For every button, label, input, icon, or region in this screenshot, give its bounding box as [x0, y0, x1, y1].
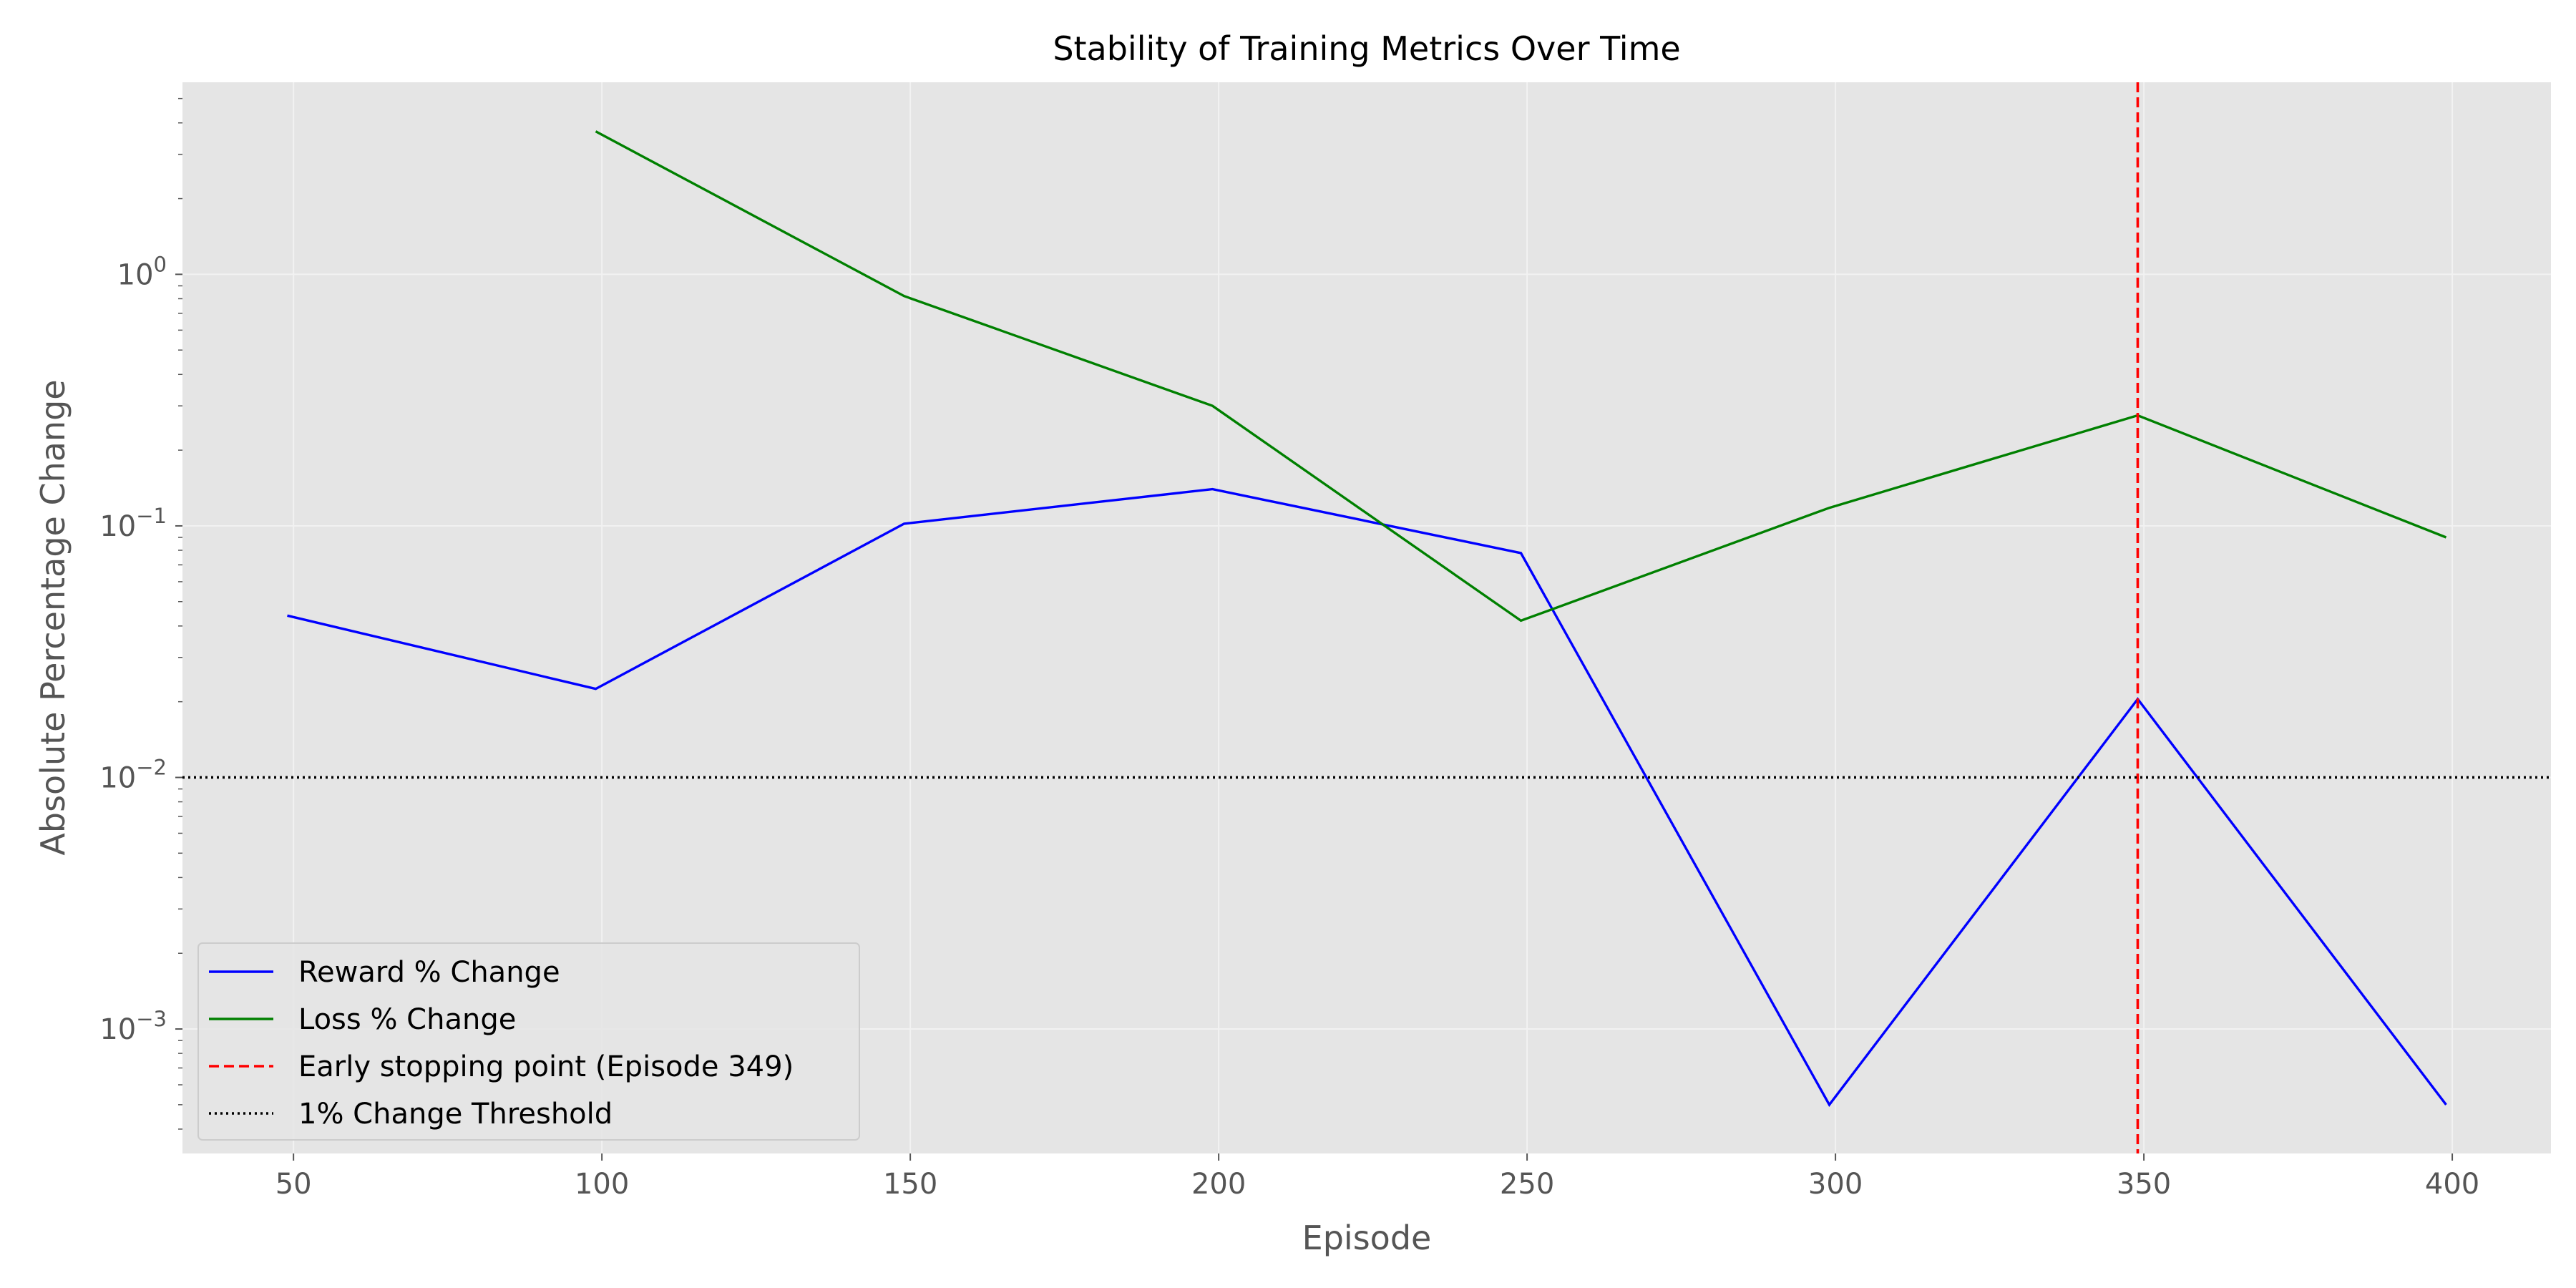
y-tick-base: 10 — [99, 1013, 136, 1046]
legend-label: Early stopping point (Episode 349) — [298, 1050, 794, 1083]
x-tick-label: 300 — [1808, 1168, 1863, 1201]
y-axis-label: Absolute Percentage Change — [34, 379, 72, 855]
x-tick-label: 200 — [1191, 1168, 1246, 1201]
x-axis-label: Episode — [1302, 1219, 1432, 1257]
legend-box — [197, 942, 860, 1141]
legend: Reward % Change Loss % Change Early stoppi… — [197, 942, 860, 1141]
y-tick-label: 10−2 — [99, 755, 167, 794]
chart-title: Stability of Training Metrics Over Time — [1053, 29, 1680, 68]
y-tick-label: 10−3 — [99, 1007, 167, 1046]
y-tick-exponent: 0 — [154, 252, 167, 276]
reference-lines — [182, 82, 2551, 1153]
y-tick-base: 10 — [99, 761, 136, 794]
y-tick-exponent: −2 — [136, 755, 167, 779]
y-tick-base: 10 — [117, 258, 154, 291]
x-tick-label: 400 — [2425, 1168, 2479, 1201]
y-tick-label: 10−1 — [99, 504, 167, 543]
legend-label: 1% Change Threshold — [298, 1098, 613, 1131]
x-tick-label: 250 — [1500, 1168, 1554, 1201]
x-tick-label: 150 — [883, 1168, 937, 1201]
y-tick-exponent: −1 — [136, 504, 167, 528]
y-tick-base: 10 — [99, 510, 136, 543]
legend-label: Reward % Change — [298, 956, 560, 989]
x-tick-label: 50 — [275, 1168, 312, 1201]
series-line — [287, 487, 2447, 1107]
legend-label: Loss % Change — [298, 1003, 516, 1036]
y-tick-label: 100 — [117, 252, 167, 291]
x-tick-label: 350 — [2117, 1168, 2171, 1201]
y-tick-exponent: −3 — [136, 1007, 167, 1031]
x-tick-label: 100 — [575, 1168, 629, 1201]
